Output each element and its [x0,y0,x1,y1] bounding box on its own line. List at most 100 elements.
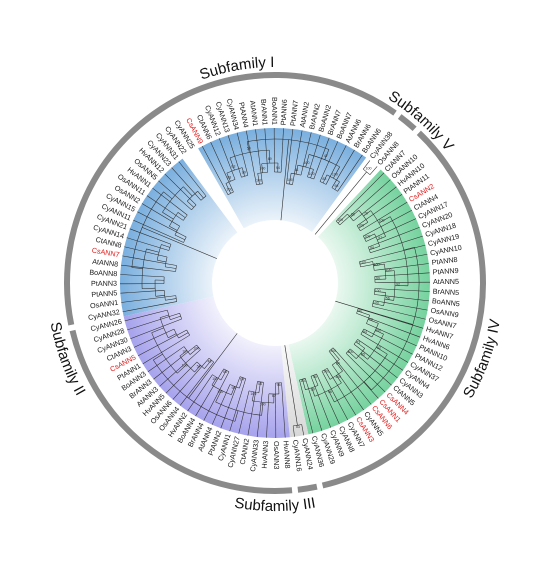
branch [196,361,205,369]
bootstrap-value: 88 [351,212,355,216]
branch [160,314,169,318]
bootstrap-value: 100 [373,262,379,266]
branch [324,369,331,380]
branch [211,384,232,396]
bootstrap-value: 93 [232,386,236,390]
branch [188,333,238,399]
leaf-label: AtANN2 [298,101,311,128]
branch [362,160,371,170]
branch [311,387,316,397]
branch [170,315,181,321]
branch [403,246,415,251]
bootstrap-value: 100 [182,363,188,367]
bootstrap-value: 100 [373,301,379,305]
branch [363,381,372,391]
bootstrap-value: 47 [324,154,328,158]
branch [197,191,204,199]
bootstrap-value: 100 [193,346,199,350]
branch [162,212,174,220]
branch [178,161,207,197]
branch [177,212,186,218]
branch [377,236,386,241]
bootstrap-value: 96 [328,390,332,394]
bootstrap-value: 100 [217,390,223,394]
branch [124,309,168,322]
branch [121,295,176,303]
branch [310,373,317,377]
branch [358,308,424,329]
branch [358,210,369,223]
bootstrap-value: 100 [309,172,315,176]
bootstrap-value: 100 [375,289,381,293]
branch [305,378,323,431]
branch [299,379,314,434]
branch [308,154,340,168]
bootstrap-value: 56 [386,297,390,301]
branch [335,300,413,325]
clade-sector [281,344,309,438]
bootstrap-value: 56 [258,382,262,386]
branch [266,393,270,438]
branch [305,385,319,391]
branch [194,365,201,373]
branch [295,165,299,175]
branch [280,128,284,173]
branch [153,353,163,361]
branch [215,390,222,403]
branch [130,318,182,339]
branch [364,233,375,239]
branch [353,344,398,379]
branch [363,235,367,242]
leaf-label: CyANN16 [291,439,304,472]
branch [234,410,239,422]
branch [280,139,289,221]
branch [157,259,167,263]
branch [245,130,257,185]
leaf-label: PtANN6 [279,99,289,125]
branch [165,266,177,269]
branch [365,218,417,242]
bootstrap-value: 100 [335,375,341,379]
bootstrap-value: 89 [311,388,315,392]
branch [393,270,396,301]
bootstrap-value: 98 [227,176,231,180]
branch [369,166,378,175]
leaf-label: PtANN9 [432,266,459,277]
branch [292,425,295,437]
branch [371,300,374,307]
branch [321,371,349,420]
bootstrap-value: 100 [287,178,293,182]
branch [167,310,171,320]
branch [138,329,187,357]
branch [155,295,165,297]
leaf-labels: CsANN9CtANN6CyANN12CyANN13CyANN34PtANN4A… [87,97,462,472]
branch [154,280,157,297]
branch [299,378,306,381]
branch [220,376,241,429]
branch [200,195,207,201]
branch [322,174,328,184]
branch [360,353,368,360]
branch [137,211,187,238]
branch [129,228,172,245]
branch [385,270,395,272]
leaf-label: AtANN8 [92,257,119,269]
leaf-label: OsANN1 [89,298,118,310]
branch [360,201,408,232]
bootstrap-value: 73 [356,341,360,345]
clade-shading [120,128,430,438]
bootstrap-value: 100 [330,349,336,353]
branch [204,359,212,369]
bootstrap-value: 100 [364,234,370,238]
branch [302,379,306,390]
bootstrap-value: 100 [379,219,385,223]
bootstrap-value: 100 [250,392,256,396]
branch [183,236,187,243]
branch [335,172,385,222]
bootstrap-value: 61 [295,168,299,172]
branch [363,168,371,175]
branch [142,227,218,259]
branch [203,371,230,421]
branch [248,390,259,394]
bootstrap-value: 90 [313,375,317,379]
